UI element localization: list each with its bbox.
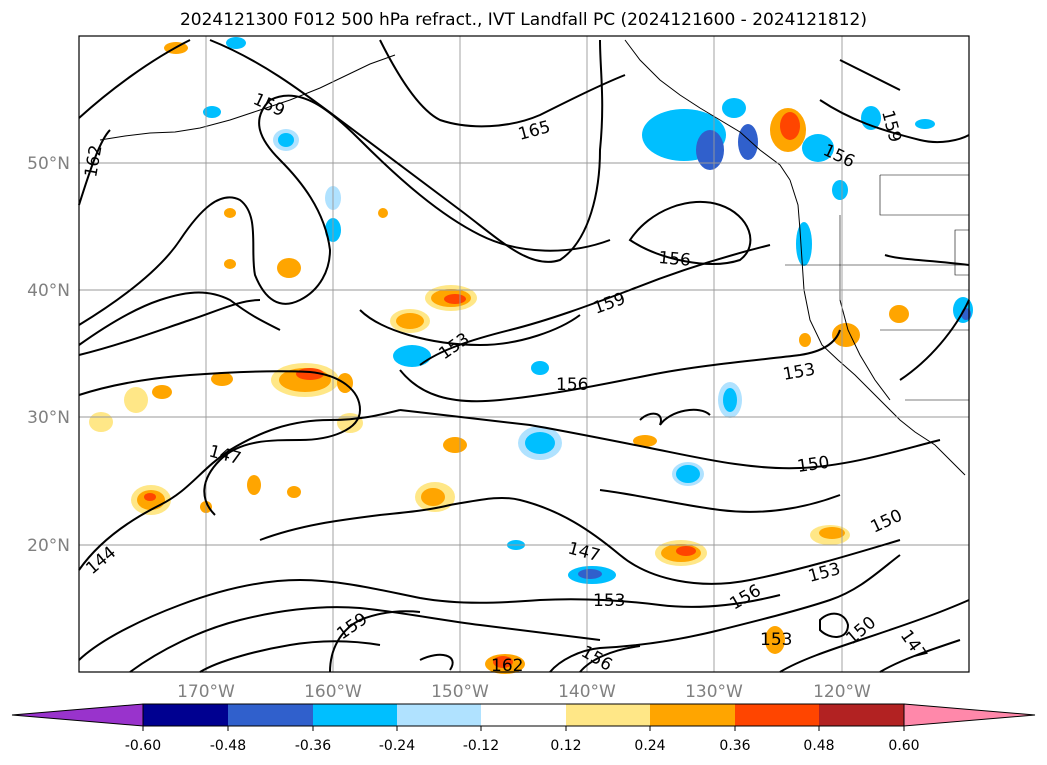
colorbar-segment [397,704,481,726]
colorbar-tick-label: 0.36 [719,738,750,754]
colorbar-tick-label: -0.48 [210,738,246,754]
contour-label: 156 [556,375,588,395]
colorbar-tick-label: 0.12 [550,738,581,754]
colorbar-extend-low [11,703,144,727]
lon-tick-label: 170°W [177,682,235,702]
lon-tick-label: 160°W [304,682,362,702]
colorbar-ticks [142,726,905,731]
contour-label: 153 [593,591,625,611]
lat-tick-label: 50°N [27,154,70,174]
contour-label: 162 [491,656,523,676]
lat-tick-label: 20°N [27,536,70,556]
colorbar-tick-label: -0.60 [125,738,161,754]
colorbar-segment [735,704,819,726]
colorbar: -0.60 -0.48 -0.36 -0.24 -0.12 0.12 0.24 … [11,703,1036,754]
lon-tick-label: 140°W [558,682,616,702]
lat-tick-label: 30°N [27,408,70,428]
colorbar-segment [566,704,650,726]
contour-label: 153 [760,630,792,650]
contour-label: 156 [658,248,692,271]
colorbar-segment [143,704,228,726]
lat-tick-label: 40°N [27,281,70,301]
map-frame [78,35,970,673]
colorbar-segment [650,704,735,726]
colorbar-tick-label: -0.36 [295,738,331,754]
colorbar-segment [228,704,313,726]
colorbar-tick-label: 0.60 [888,738,919,754]
coastlines [99,39,970,476]
lat-tick-labels: 20°N 30°N 40°N 50°N [27,154,70,556]
colorbar-tick-label: 0.24 [634,738,665,754]
colorbar-segment [313,704,397,726]
shaded-anomalies [89,37,973,674]
colorbar-tick-label: -0.24 [379,738,415,754]
height-contours [78,39,970,673]
contour-label: 150 [796,453,831,477]
graticule [79,36,969,672]
lon-tick-label: 130°W [685,682,743,702]
colorbar-tick-label: -0.12 [463,738,499,754]
colorbar-extend-high [903,703,1036,727]
lon-tick-label: 120°W [813,682,871,702]
lon-tick-label: 150°W [431,682,489,702]
colorbar-segment [819,704,904,726]
map-title: 2024121300 F012 500 hPa refract., IVT La… [179,10,867,30]
lon-tick-labels: 170°W 160°W 150°W 140°W 130°W 120°W [177,682,871,702]
colorbar-segment [481,704,566,726]
colorbar-frame [142,703,905,727]
colorbar-tick-label: 0.48 [803,738,834,754]
map-panel: 159 165 162 156 159 156 159 153 156 153 … [78,35,973,676]
